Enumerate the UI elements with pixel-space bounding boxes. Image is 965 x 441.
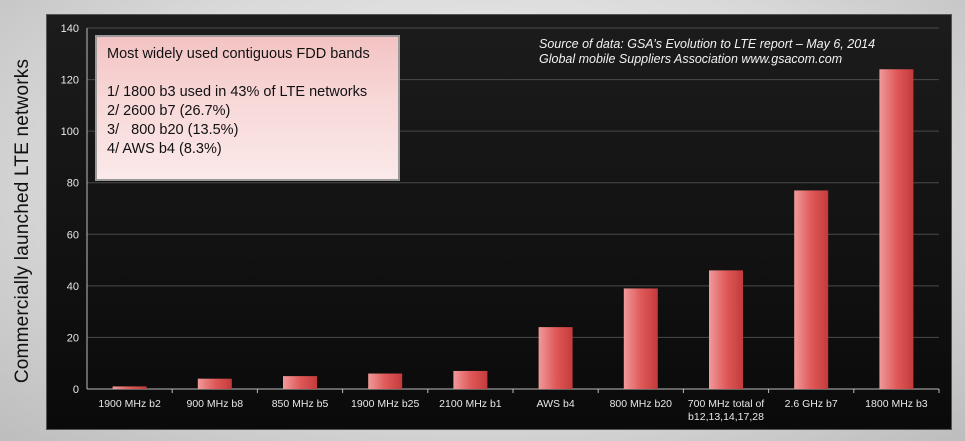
x-tick-label: b12,13,14,17,28 bbox=[688, 411, 764, 423]
callout-line-1: 1/ 1800 b3 used in 43% of LTE networks bbox=[107, 84, 368, 100]
x-tick-label: 1900 MHz b25 bbox=[351, 398, 419, 410]
source-line-2: Global mobile Suppliers Association www.… bbox=[539, 52, 843, 66]
x-tick-label: AWS b4 bbox=[537, 398, 575, 410]
callout-line-3: 3/ 800 b20 (13.5%) bbox=[107, 122, 239, 138]
source-line-1: Source of data: GSA’s Evolution to LTE r… bbox=[539, 37, 876, 51]
x-tick-label: 2.6 GHz b7 bbox=[785, 398, 838, 410]
bar bbox=[112, 386, 147, 389]
bar bbox=[538, 327, 573, 389]
callout-box: Most widely used contiguous FDD bands 1/… bbox=[95, 35, 400, 181]
callout-line-4: 4/ AWS b4 (8.3%) bbox=[107, 141, 222, 157]
callout-title: Most widely used contiguous FDD bands bbox=[107, 46, 370, 62]
x-tick-label: 1800 MHz b3 bbox=[865, 398, 928, 410]
bar bbox=[368, 373, 403, 389]
chart-panel: 0 20 40 60 80 100 120 140 1900 MHz b2 900 MHz b8 8… bbox=[46, 14, 952, 430]
bar bbox=[623, 288, 658, 389]
x-tick-label: 900 MHz b8 bbox=[186, 398, 243, 410]
source-note: Source of data: GSA’s Evolution to LTE r… bbox=[539, 37, 875, 67]
callout-line-2: 2/ 2600 b7 (26.7%) bbox=[107, 103, 231, 119]
bar bbox=[879, 69, 914, 389]
x-tick-label: 700 MHz total of bbox=[688, 398, 765, 410]
x-tick-label: 850 MHz b5 bbox=[272, 398, 329, 410]
y-tick-label: 60 bbox=[67, 229, 79, 241]
y-tick-label: 80 bbox=[67, 178, 79, 190]
y-tick-label: 140 bbox=[61, 23, 79, 35]
x-tick-label: 800 MHz b20 bbox=[610, 398, 673, 410]
bar bbox=[453, 370, 488, 389]
bar bbox=[197, 378, 232, 389]
bar bbox=[794, 190, 829, 389]
bar bbox=[283, 376, 317, 389]
y-tick-label: 120 bbox=[61, 75, 79, 87]
bar bbox=[709, 270, 743, 389]
x-tick-label: 1900 MHz b2 bbox=[98, 398, 161, 410]
y-tick-label: 40 bbox=[67, 281, 79, 293]
y-tick-label: 100 bbox=[61, 126, 79, 138]
y-axis-label: Commercially launched LTE networks bbox=[12, 58, 34, 384]
y-axis-label-wrap: Commercially launched LTE networks bbox=[0, 14, 46, 428]
y-tick-label: 0 bbox=[73, 384, 79, 396]
x-tick-label: 2100 MHz b1 bbox=[439, 398, 502, 410]
y-tick-label: 20 bbox=[67, 332, 79, 344]
